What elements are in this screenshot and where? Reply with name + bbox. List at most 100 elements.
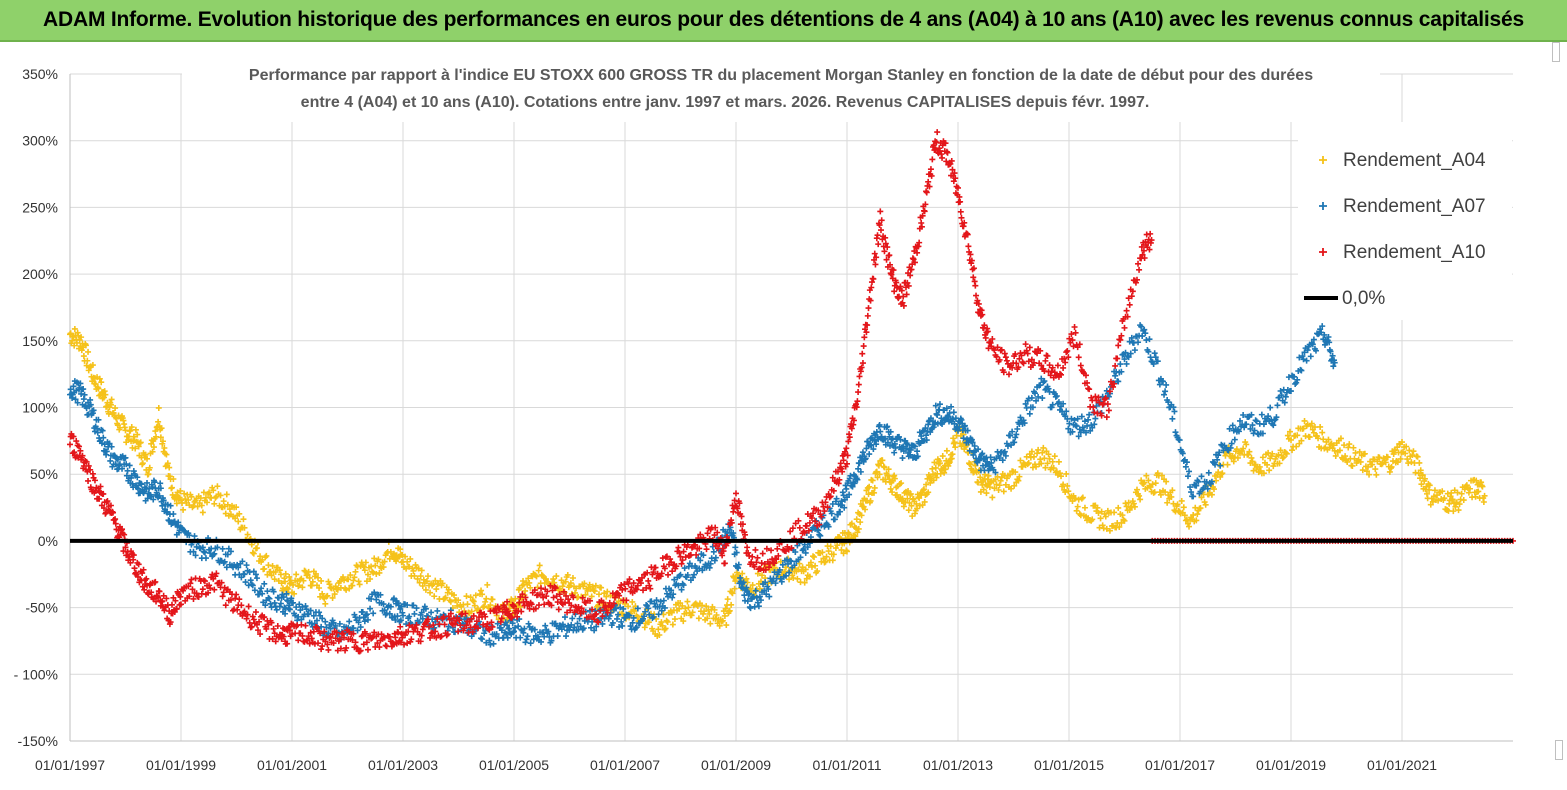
data-point — [580, 583, 587, 590]
data-point — [220, 589, 227, 596]
data-point — [1251, 427, 1258, 434]
data-point — [191, 533, 198, 540]
data-point — [1350, 444, 1357, 451]
data-point — [622, 585, 629, 592]
data-point — [560, 588, 567, 595]
data-point — [887, 428, 894, 435]
data-point — [364, 646, 371, 653]
data-point — [126, 462, 133, 469]
data-point — [1058, 473, 1065, 480]
resize-handle-bottom[interactable] — [1555, 740, 1563, 760]
resize-handle-top[interactable] — [1552, 42, 1560, 62]
data-point — [744, 598, 751, 605]
data-point — [952, 444, 959, 451]
data-point — [643, 602, 650, 609]
data-point — [1318, 329, 1325, 336]
data-point — [1208, 478, 1215, 485]
data-point — [1208, 491, 1215, 498]
data-point — [543, 593, 550, 600]
data-point — [855, 381, 862, 388]
data-point — [1157, 491, 1164, 498]
data-point — [406, 613, 413, 620]
data-point — [140, 566, 147, 573]
data-point — [884, 423, 891, 430]
data-point — [899, 299, 906, 306]
data-point — [1260, 470, 1267, 477]
data-point — [746, 552, 753, 559]
data-point — [689, 609, 696, 616]
data-point — [1273, 414, 1280, 421]
data-point — [757, 565, 764, 572]
data-point — [1001, 448, 1008, 455]
data-point — [1068, 331, 1075, 338]
data-point — [305, 611, 312, 618]
data-point — [889, 489, 896, 496]
data-point — [1414, 453, 1421, 460]
data-point — [212, 494, 219, 501]
data-point — [1219, 470, 1226, 477]
data-point — [188, 576, 195, 583]
data-point — [871, 437, 878, 444]
data-point — [1205, 469, 1212, 476]
data-point — [415, 565, 422, 572]
data-point — [1289, 447, 1296, 454]
data-point — [892, 444, 899, 451]
data-point — [72, 396, 79, 403]
data-point — [1013, 360, 1020, 367]
data-point — [447, 598, 454, 605]
data-point — [135, 443, 142, 450]
data-point — [222, 602, 229, 609]
data-point — [823, 553, 830, 560]
data-point — [599, 613, 606, 620]
data-point — [1065, 354, 1072, 361]
data-point — [921, 486, 928, 493]
data-point — [233, 591, 240, 598]
data-point — [1151, 350, 1158, 357]
data-point — [939, 154, 946, 161]
data-point — [929, 156, 936, 163]
data-point — [211, 550, 218, 557]
data-point — [438, 633, 445, 640]
data-point — [1408, 459, 1415, 466]
data-point — [634, 582, 641, 589]
data-point — [855, 465, 862, 472]
data-point — [771, 560, 778, 567]
data-point — [1162, 489, 1169, 496]
data-point — [517, 603, 524, 610]
data-point — [244, 611, 251, 618]
data-point — [489, 596, 496, 603]
data-point — [1089, 424, 1096, 431]
data-point — [682, 554, 689, 561]
data-point — [265, 594, 272, 601]
data-point — [563, 633, 570, 640]
data-point — [151, 479, 158, 486]
data-point — [667, 556, 674, 563]
data-point — [483, 639, 490, 646]
data-point — [1152, 480, 1159, 487]
data-point — [276, 567, 283, 574]
data-point — [286, 573, 293, 580]
data-point — [1063, 470, 1070, 477]
data-point — [638, 574, 645, 581]
data-point — [1074, 415, 1081, 422]
data-point — [883, 256, 890, 263]
data-point — [844, 548, 850, 555]
data-point — [1296, 354, 1303, 361]
data-point — [294, 578, 301, 585]
data-point — [1025, 358, 1032, 365]
data-point — [859, 350, 866, 357]
data-point — [765, 586, 772, 593]
data-point — [242, 579, 249, 586]
y-tick-label: 0% — [38, 533, 58, 549]
data-point — [407, 555, 414, 562]
data-point — [617, 604, 624, 611]
data-point — [380, 601, 387, 608]
x-tick-label: 01/01/2021 — [1367, 757, 1437, 773]
data-point — [1365, 463, 1372, 470]
data-point — [1093, 403, 1100, 409]
data-point — [1286, 428, 1293, 435]
data-point — [1341, 442, 1348, 449]
data-point — [322, 600, 329, 607]
data-point — [1214, 456, 1221, 463]
data-point — [226, 506, 233, 513]
